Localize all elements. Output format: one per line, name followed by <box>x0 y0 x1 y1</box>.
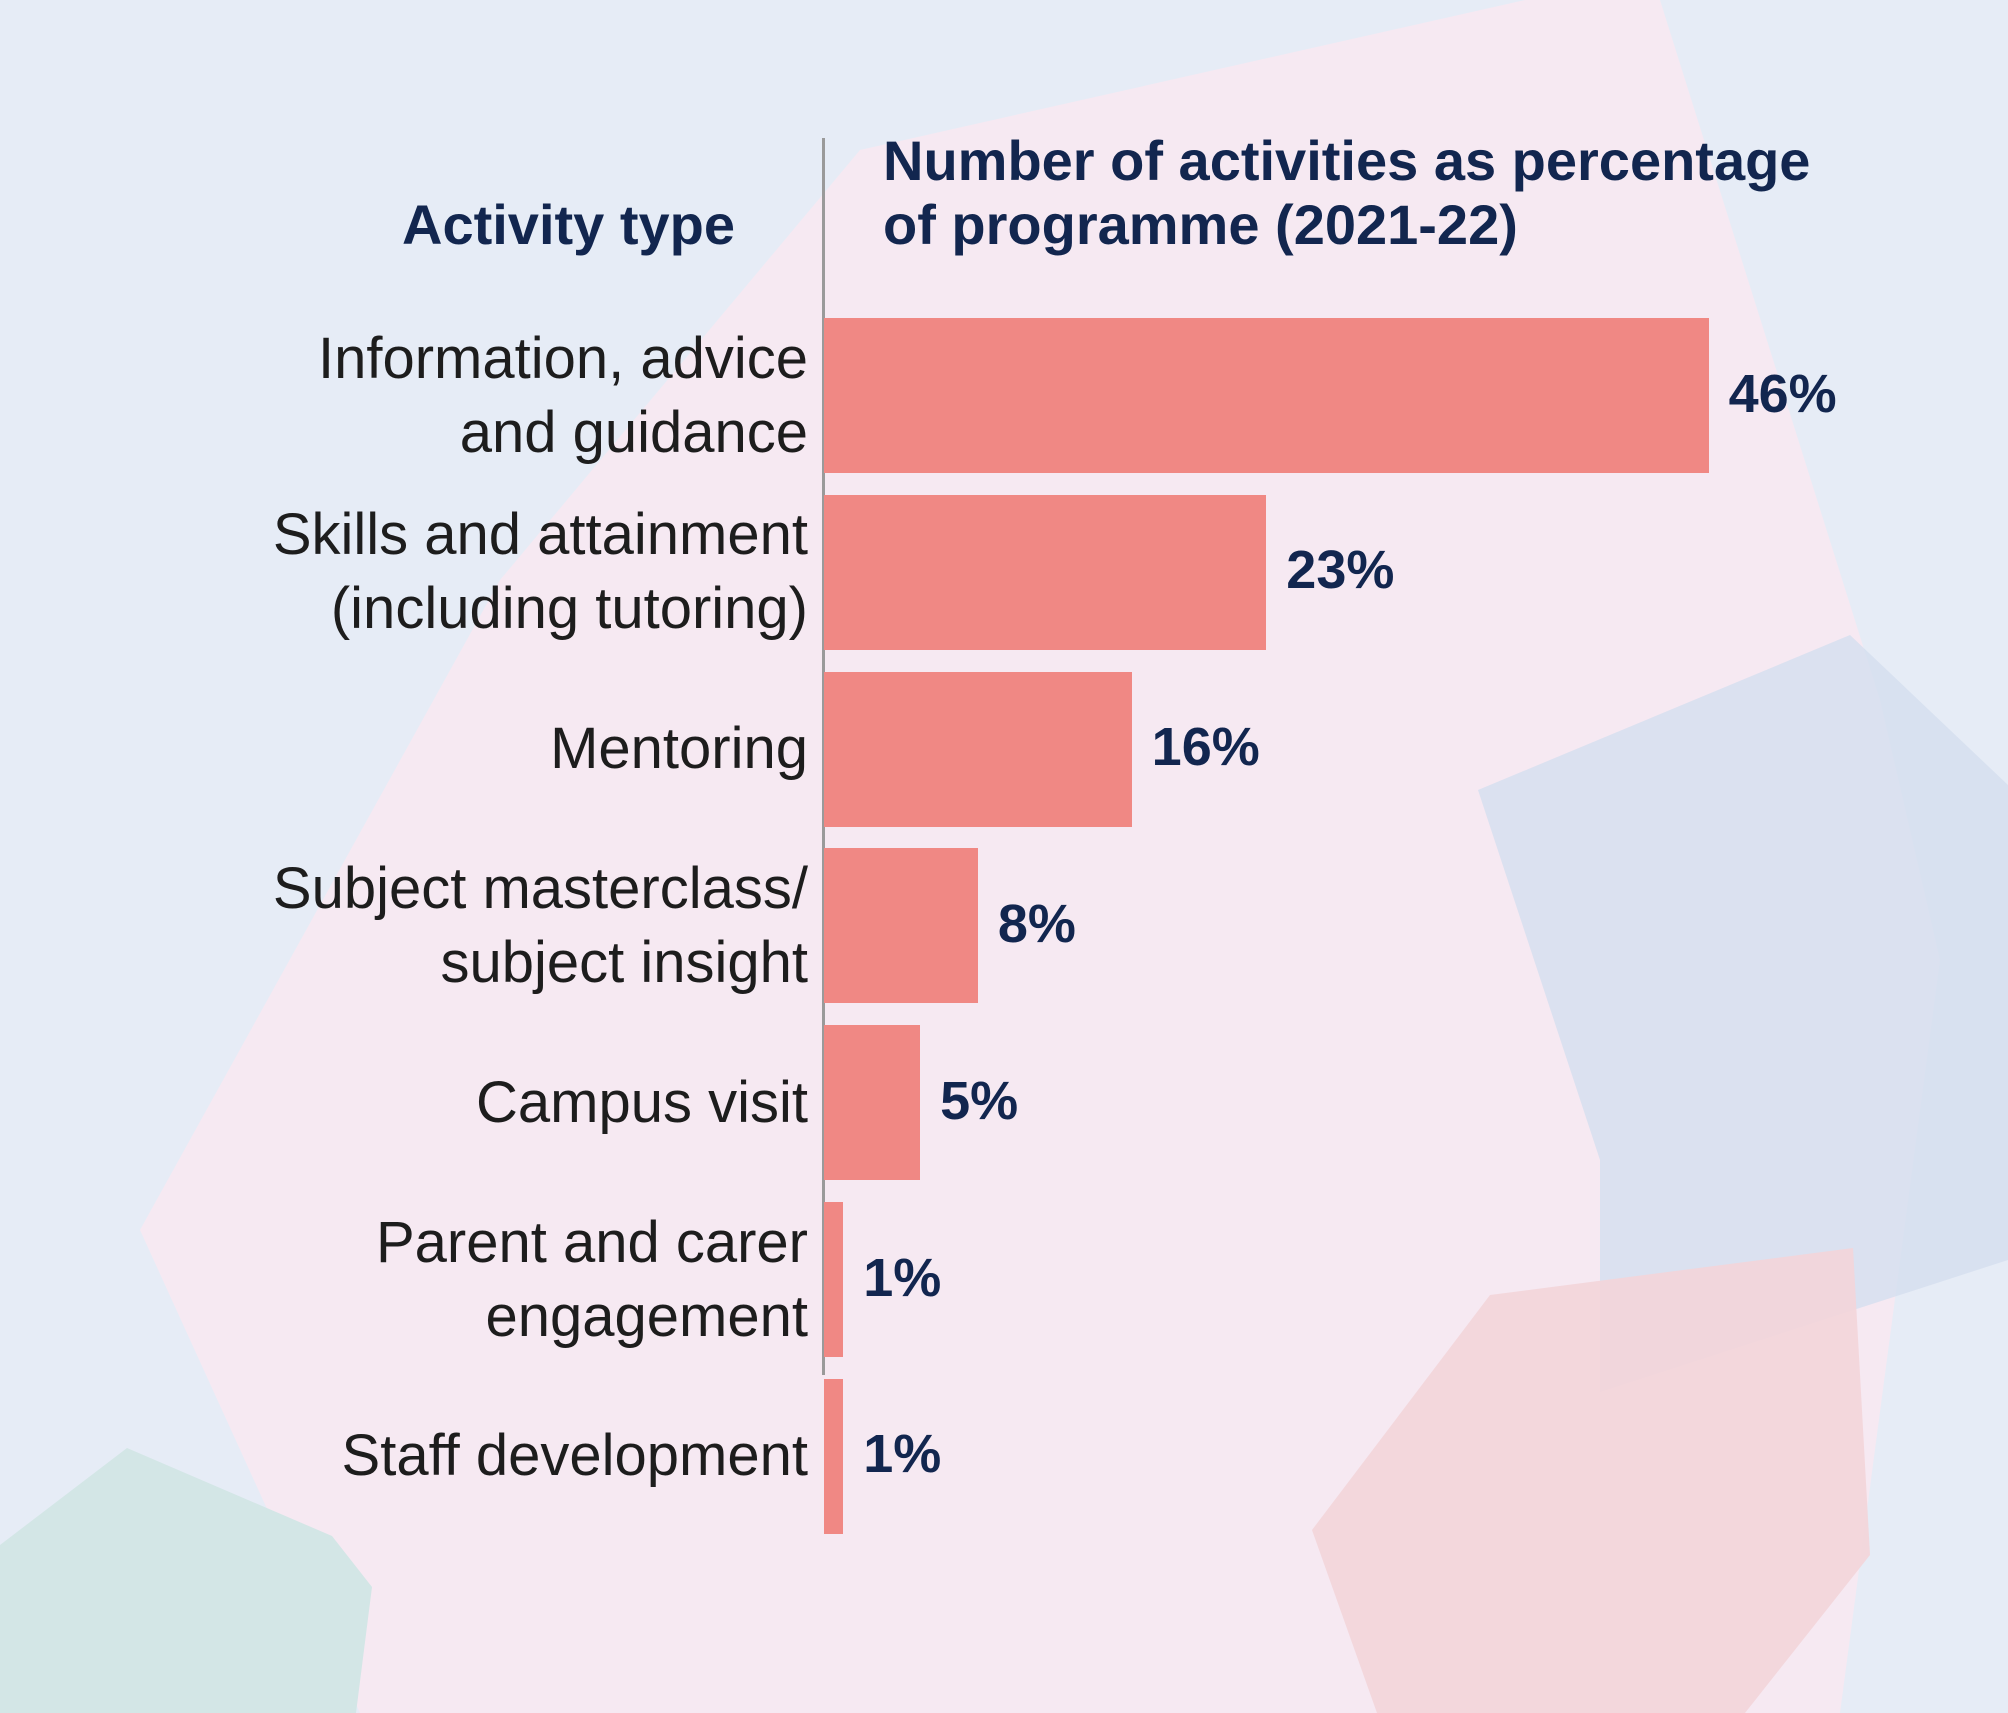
activity-type-header: Activity type <box>402 193 735 256</box>
bg-shape-blue <box>1478 635 2008 1392</box>
category-label-7: Staff development <box>342 1419 808 1493</box>
category-label-5-line-1: Campus visit <box>476 1069 808 1135</box>
category-label-7-line-1: Staff development <box>341 1423 808 1489</box>
bar-5 <box>824 1025 921 1181</box>
bar-3 <box>824 671 1132 827</box>
value-header: Number of activities as percentage of pr… <box>883 129 1810 257</box>
category-label-3: Mentoring <box>550 712 808 786</box>
category-label-6-line-1: Parent and carer <box>375 1209 808 1275</box>
value-label-2: 23% <box>1286 540 1395 601</box>
bg-shape-salmon <box>1312 1248 1870 1713</box>
value-header-line1: Number of activities as percentage <box>883 129 1811 192</box>
category-label-5: Campus visit <box>476 1066 808 1140</box>
bar-4 <box>824 848 978 1004</box>
bar-1 <box>824 318 1709 473</box>
category-label-1: Information, advice and guidance <box>318 322 808 470</box>
value-label-6: 1% <box>863 1247 942 1308</box>
value-header-line2: of programme (2021-22) <box>883 193 1518 256</box>
bar-7 <box>824 1378 844 1534</box>
value-label-7: 1% <box>863 1424 942 1485</box>
bar-6 <box>824 1202 844 1357</box>
category-label-6: Parent and carer engagement <box>376 1206 808 1354</box>
category-label-1-line-1: Information, advice <box>317 325 808 391</box>
category-label-2-line-2: (including tutoring) <box>330 576 808 642</box>
bg-shape-green <box>0 1448 372 1713</box>
category-label-3-line-1: Mentoring <box>550 716 808 782</box>
value-label-4: 8% <box>997 893 1076 954</box>
bar-2 <box>824 494 1267 650</box>
category-label-4-line-1: Subject masterclass/ <box>272 855 808 921</box>
value-label-5: 5% <box>940 1070 1019 1131</box>
value-label-3: 16% <box>1151 717 1260 778</box>
category-label-4: Subject masterclass/subject insight <box>273 852 808 1000</box>
category-label-4-line-2: subject insight <box>440 929 808 995</box>
category-axis-line <box>822 138 825 1375</box>
category-label-2: Skills and attainment (including tutoring… <box>273 498 808 646</box>
category-label-2-line-1: Skills and attainment <box>272 502 808 568</box>
value-label-1: 46% <box>1728 363 1837 424</box>
category-label-6-line-2: engagement <box>485 1283 808 1349</box>
category-label-1-line-2: and guidance <box>459 399 808 465</box>
